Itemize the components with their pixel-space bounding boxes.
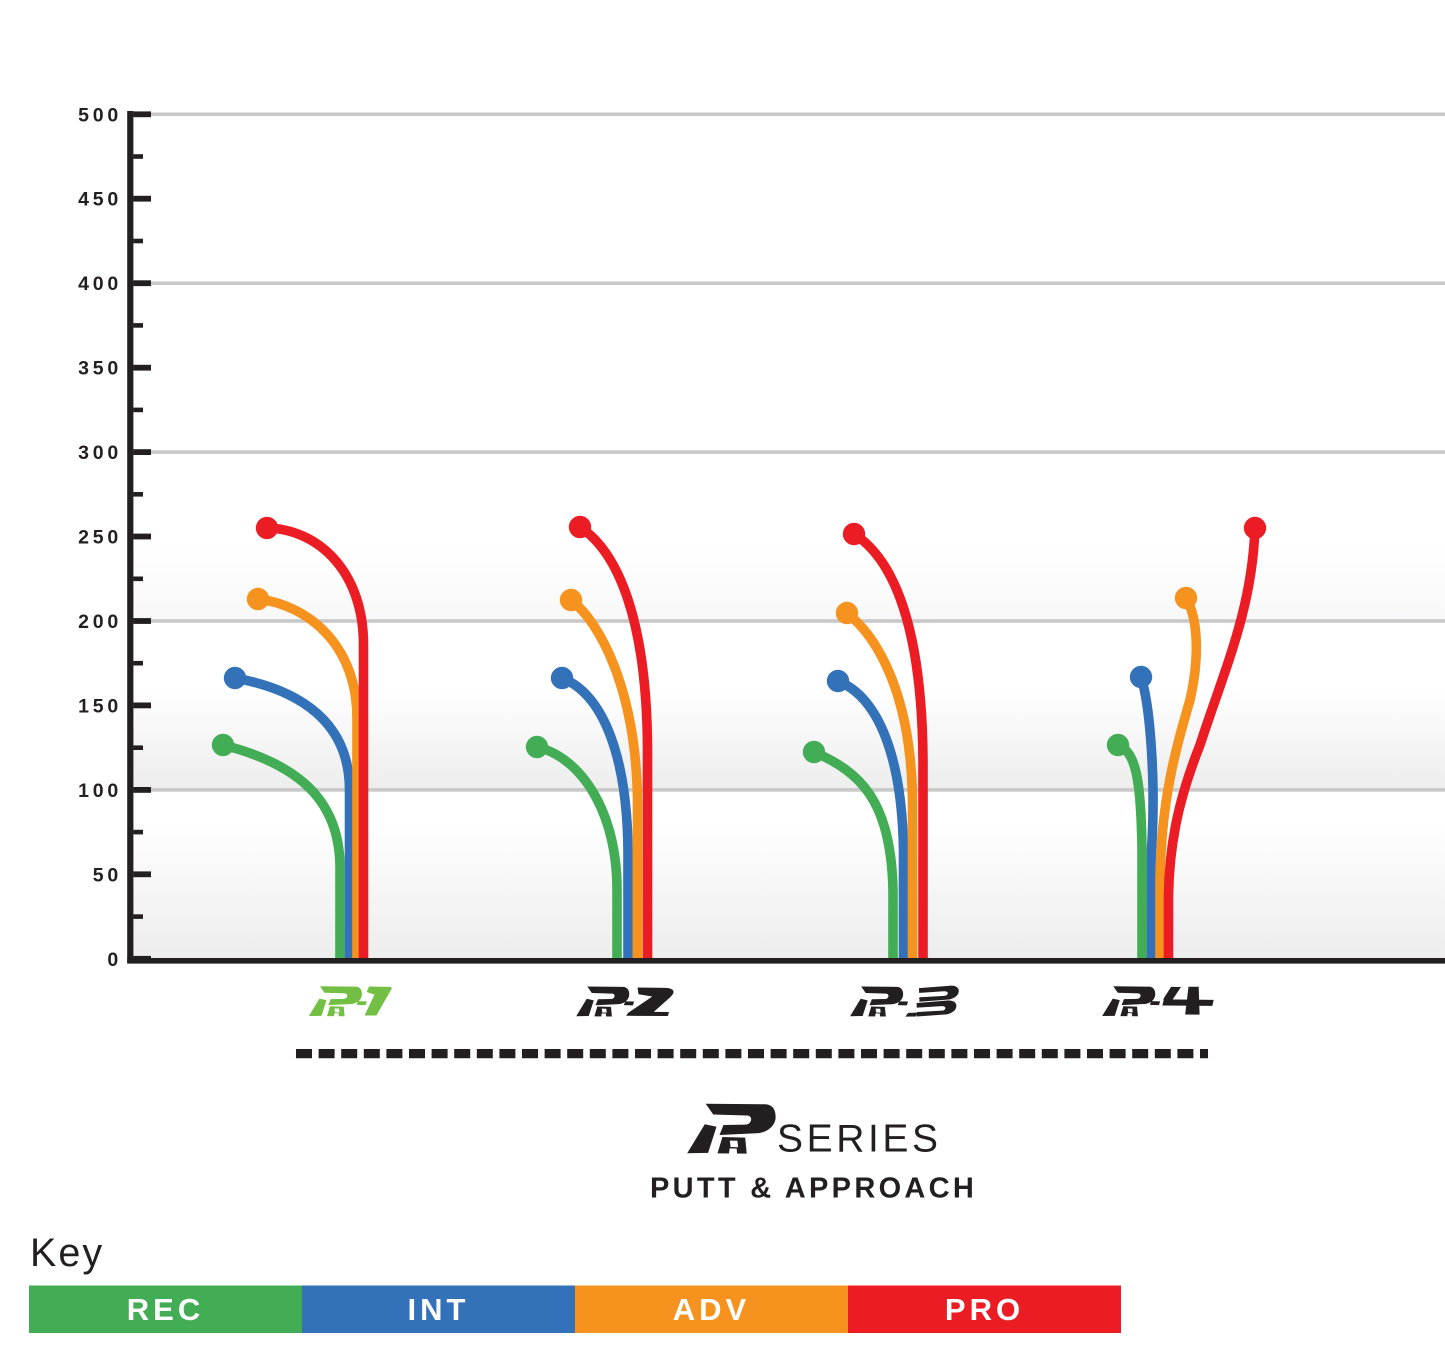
svg-text:INT: INT — [408, 1292, 470, 1327]
svg-text:450: 450 — [78, 189, 122, 211]
svg-text:300: 300 — [78, 442, 122, 464]
svg-text:200: 200 — [78, 611, 122, 633]
svg-text:Key: Key — [30, 1231, 104, 1275]
svg-text:PRO: PRO — [945, 1292, 1024, 1327]
svg-text:500: 500 — [78, 104, 122, 126]
svg-text:SERIES: SERIES — [777, 1118, 942, 1161]
svg-text:100: 100 — [78, 780, 122, 802]
svg-text:PUTT & APPROACH: PUTT & APPROACH — [650, 1173, 977, 1205]
svg-text:250: 250 — [78, 527, 122, 549]
svg-text:REC: REC — [127, 1292, 204, 1327]
svg-text:150: 150 — [78, 695, 122, 717]
svg-text:400: 400 — [78, 273, 122, 295]
svg-text:50: 50 — [93, 864, 122, 886]
svg-text:350: 350 — [78, 358, 122, 380]
svg-text:ADV: ADV — [673, 1292, 750, 1327]
svg-text:0: 0 — [107, 949, 122, 971]
